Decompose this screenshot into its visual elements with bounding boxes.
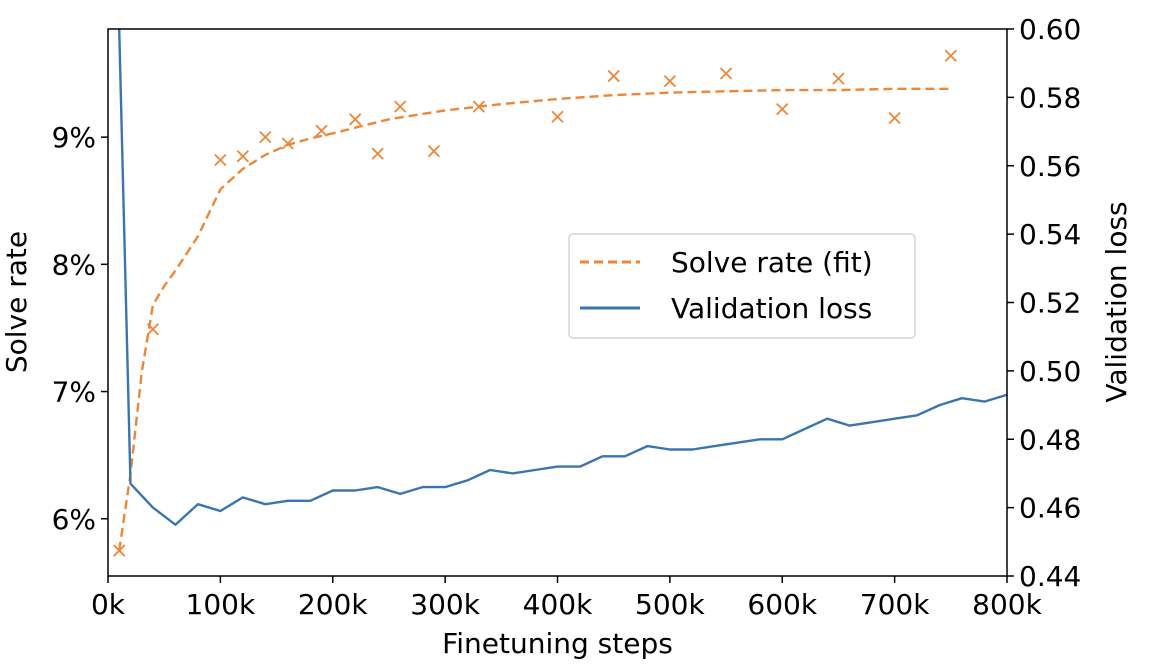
solve-rate-point <box>146 323 160 336</box>
y-tick-label: 8% <box>52 248 96 281</box>
axes-layer: 0k 100k 200k 300k 400k 500k 600k 700k 800k 6% 7% 8%… <box>52 13 1082 621</box>
y2-tick-label: 0.46 <box>1019 492 1081 525</box>
solve-rate-point <box>113 544 126 557</box>
x-tick-label: 200k <box>298 588 368 621</box>
y2-tick-label: 0.50 <box>1019 355 1081 388</box>
y2-tick-label: 0.56 <box>1019 150 1081 183</box>
solve-rate-point <box>349 113 362 126</box>
x-tick-label: 300k <box>410 588 480 621</box>
solve-rate-point <box>472 100 485 113</box>
y-axis-title: Solve rate <box>0 231 33 373</box>
x-tick-label: 0k <box>91 588 126 621</box>
y2-tick-label: 0.58 <box>1019 81 1081 114</box>
solve-rate-point <box>371 147 384 160</box>
y2-tick-label: 0.44 <box>1019 560 1081 593</box>
x-axis-title: Finetuning steps <box>442 627 673 660</box>
y2-tick-label: 0.54 <box>1019 218 1081 251</box>
solve-rate-point <box>236 150 249 163</box>
y2-tick-label: 0.48 <box>1019 423 1081 456</box>
y2-axis-title: Validation loss <box>1100 201 1133 402</box>
x-tick-label: 100k <box>186 588 256 621</box>
series-layer <box>113 29 1007 557</box>
y-tick-label: 6% <box>52 503 96 536</box>
validation-loss-line <box>118 29 1007 526</box>
solve-rate-point <box>607 69 620 83</box>
solve-rate-point <box>944 49 957 62</box>
y2-tick-label: 0.52 <box>1019 287 1081 320</box>
solve-rate-point <box>776 103 789 116</box>
legend-label-solve-rate: Solve rate (fit) <box>671 246 873 279</box>
solve-rate-point <box>719 67 733 80</box>
solve-rate-fit-line <box>118 87 951 551</box>
solve-rate-point <box>214 153 227 167</box>
x-tick-label: 400k <box>523 588 593 621</box>
x-tick-label: 800k <box>972 588 1042 621</box>
solve-rate-point <box>259 130 272 144</box>
solve-rate-point <box>663 75 677 88</box>
solve-rate-point <box>427 144 441 158</box>
y2-tick-label: 0.60 <box>1019 13 1081 46</box>
legend-box <box>568 233 916 339</box>
solve-rate-point <box>551 110 564 123</box>
solve-rate-point <box>394 100 407 113</box>
y-tick-label: 7% <box>52 376 96 409</box>
legend: Solve rate (fit) Validation loss <box>568 233 916 339</box>
solve-rate-point <box>888 111 901 125</box>
solve-rate-point <box>315 124 328 137</box>
x-tick-label: 500k <box>635 588 705 621</box>
y-tick-label: 9% <box>52 121 96 154</box>
x-tick-label: 600k <box>747 588 817 621</box>
x-tick-label: 700k <box>860 588 930 621</box>
legend-label-validation-loss: Validation loss <box>671 292 872 325</box>
solve-rate-point <box>281 137 294 150</box>
solve-rate-point <box>832 72 845 85</box>
